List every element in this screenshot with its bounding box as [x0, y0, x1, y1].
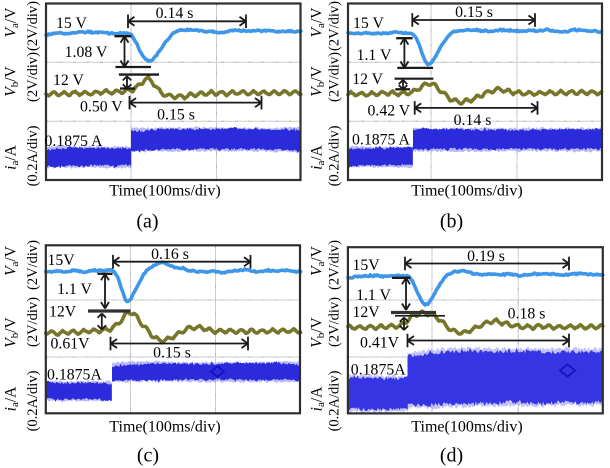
svg-text:15 V: 15 V — [56, 15, 87, 32]
svg-text:0.1875A: 0.1875A — [351, 361, 406, 378]
svg-text:Va/V: Va/V — [3, 245, 22, 276]
svg-text:ia/A: ia/A — [309, 386, 328, 412]
svg-text:Vb/V: Vb/V — [3, 65, 22, 96]
svg-text:0.15 s: 0.15 s — [153, 345, 191, 362]
svg-text:1.1 V: 1.1 V — [57, 281, 92, 298]
svg-text:ia/A: ia/A — [3, 386, 22, 412]
svg-text:(2V/div): (2V/div) — [327, 52, 343, 102]
svg-text:Va/V: Va/V — [309, 245, 328, 276]
svg-text:Time(100ms/div): Time(100ms/div) — [109, 182, 220, 199]
svg-text:Va/V: Va/V — [309, 7, 328, 38]
svg-text:0.1875A: 0.1875A — [47, 366, 102, 383]
svg-text:(c): (c) — [137, 445, 159, 467]
svg-text:Vb/V: Vb/V — [309, 316, 328, 347]
svg-text:Va/V: Va/V — [3, 7, 22, 38]
svg-text:(2V/div): (2V/div) — [25, 1, 41, 51]
svg-text:(2V/div): (2V/div) — [25, 52, 41, 102]
svg-text:0.14 s: 0.14 s — [156, 5, 194, 22]
svg-text:(2V/div): (2V/div) — [25, 297, 41, 347]
svg-text:(0.2A/div): (0.2A/div) — [327, 370, 343, 431]
svg-text:1.1 V: 1.1 V — [357, 47, 392, 64]
svg-text:15V: 15V — [48, 252, 76, 269]
svg-text:Time(100ms/div): Time(100ms/div) — [109, 419, 220, 436]
svg-text:0.19 s: 0.19 s — [467, 248, 505, 265]
svg-text:(2V/div): (2V/div) — [25, 240, 41, 290]
svg-text:0.15 s: 0.15 s — [157, 107, 195, 124]
svg-text:1.1 V: 1.1 V — [356, 287, 391, 304]
svg-text:(0.2A/div): (0.2A/div) — [25, 125, 41, 186]
svg-text:0.14 s: 0.14 s — [454, 112, 492, 129]
svg-text:0.1875 A: 0.1875 A — [352, 131, 411, 148]
svg-text:0.50 V: 0.50 V — [80, 98, 123, 115]
svg-text:(0.2A/div): (0.2A/div) — [25, 370, 41, 431]
svg-text:12V: 12V — [49, 304, 77, 321]
svg-text:(2V/div): (2V/div) — [327, 1, 343, 51]
svg-text:0.61V: 0.61V — [51, 335, 91, 352]
svg-text:(a): (a) — [136, 210, 158, 232]
svg-text:0.18 s: 0.18 s — [508, 306, 546, 323]
svg-text:ia/A: ia/A — [309, 144, 328, 170]
svg-text:12V: 12V — [353, 304, 381, 321]
svg-text:0.16 s: 0.16 s — [151, 246, 189, 263]
svg-text:Time(100ms/div): Time(100ms/div) — [411, 182, 522, 199]
svg-text:ia/A: ia/A — [3, 144, 22, 170]
svg-text:15V: 15V — [353, 257, 381, 274]
svg-text:15 V: 15 V — [353, 15, 384, 32]
svg-text:Vb/V: Vb/V — [309, 65, 328, 96]
svg-text:12 V: 12 V — [352, 71, 383, 88]
svg-text:0.42 V: 0.42 V — [368, 103, 411, 120]
svg-text:(d): (d) — [440, 445, 463, 467]
svg-text:Vb/V: Vb/V — [3, 316, 22, 347]
svg-text:0.15 s: 0.15 s — [455, 4, 493, 21]
svg-text:(2V/div): (2V/div) — [327, 297, 343, 347]
svg-text:12 V: 12 V — [53, 72, 84, 89]
svg-text:0.41V: 0.41V — [360, 335, 400, 352]
svg-text:(0.2A/div): (0.2A/div) — [327, 125, 343, 186]
svg-text:(2V/div): (2V/div) — [327, 240, 343, 290]
svg-text:0.1875 A: 0.1875 A — [45, 133, 104, 150]
svg-text:Time(100ms/div): Time(100ms/div) — [411, 419, 522, 436]
svg-text:1.08 V: 1.08 V — [65, 44, 108, 61]
svg-text:(b): (b) — [440, 210, 463, 232]
